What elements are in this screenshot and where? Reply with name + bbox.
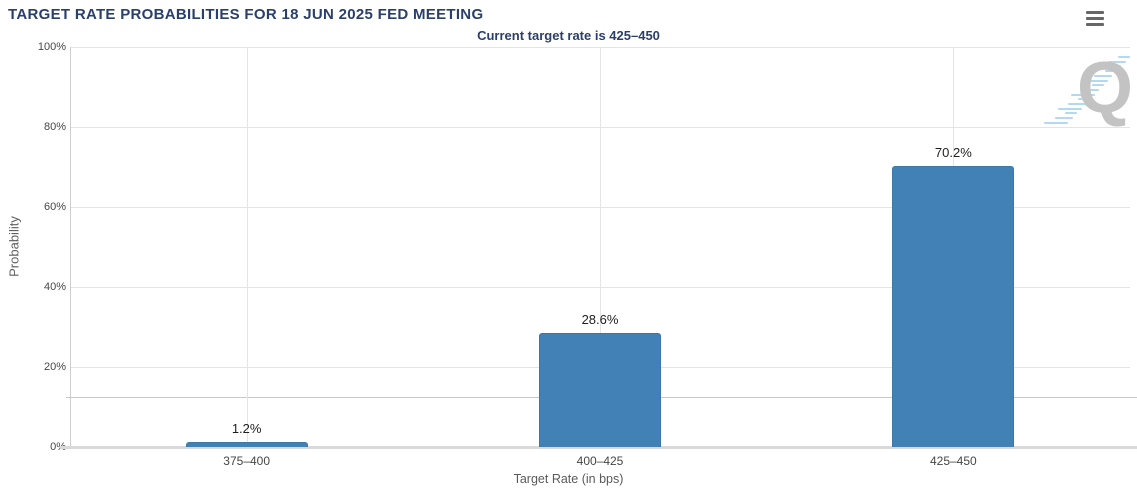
bar-375-400[interactable] [185,442,308,447]
menu-bar [1086,10,1104,14]
x-axis-title: Target Rate (in bps) [513,472,624,486]
menu-bar [1086,22,1104,26]
chart-subtitle: Current target rate is 425–450 [477,28,660,43]
bar-value-label: 70.2% [934,145,972,161]
hamburger-menu-icon[interactable] [1086,7,1108,29]
chart-title: TARGET RATE PROBABILITIES FOR 18 JUN 202… [8,6,484,23]
y-axis-line [70,47,71,447]
y-tick-label: 40% [43,281,66,293]
y-tick-label: 0% [50,441,66,453]
bar-value-label: 28.6% [581,311,619,327]
bar-400-425[interactable] [539,332,661,447]
y-tick-label: 60% [43,201,66,213]
bar-425-450[interactable] [892,166,1015,447]
y-tick-label: 80% [43,121,66,133]
x-tick-label: 425–450 [929,454,977,468]
y-tick-label: 100% [37,41,66,53]
x-axis-line [60,446,1137,449]
y-tick-label: 20% [43,361,66,373]
gridline [600,47,601,447]
gridline [246,47,248,447]
x-tick-label: 375–400 [223,454,271,468]
menu-bar [1086,16,1104,20]
x-tick-label: 400–425 [576,454,624,468]
bar-value-label: 1.2% [231,421,262,436]
